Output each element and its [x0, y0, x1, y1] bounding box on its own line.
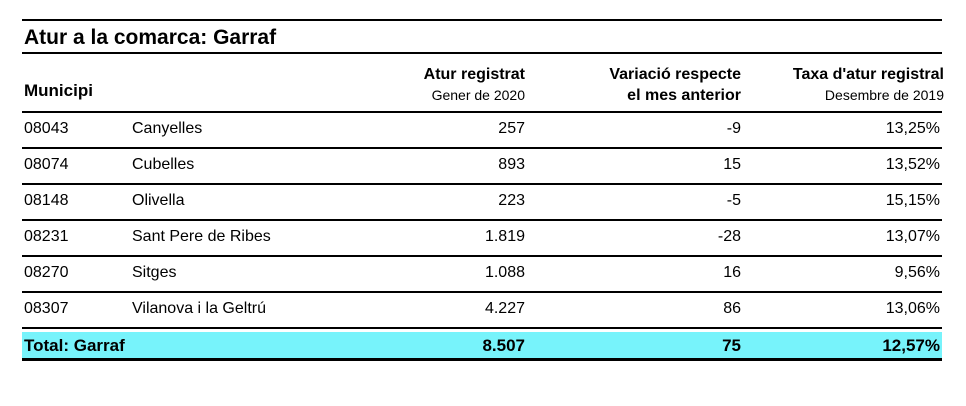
cell-atur: 893 — [498, 156, 525, 173]
table-row: 08148 Olivella 223 -5 15,15% — [22, 185, 942, 221]
cell-taxa: 13,06% — [885, 300, 940, 317]
table-row: 08270 Sitges 1.088 16 9,56% — [22, 257, 942, 293]
total-atur: 8.507 — [482, 336, 525, 355]
cell-name: Sitges — [132, 264, 177, 281]
cell-code: 08307 — [24, 300, 69, 317]
cell-code: 08270 — [24, 264, 69, 281]
cell-variacio: 16 — [723, 264, 741, 281]
cell-taxa: 13,25% — [885, 120, 940, 137]
header-municipi: Municipi — [24, 81, 93, 100]
header-variacio: Variació respecte el mes anterior — [609, 64, 741, 106]
header-rule — [22, 111, 942, 113]
table-header: Municipi Atur registrat Gener de 2020 Va… — [22, 54, 944, 111]
cell-taxa: 15,15% — [885, 192, 940, 209]
cell-atur: 223 — [498, 192, 525, 209]
header-atur: Atur registrat Gener de 2020 — [424, 64, 525, 106]
cell-code: 08148 — [24, 192, 69, 209]
cell-name: Canyelles — [132, 120, 203, 137]
cell-name: Vilanova i la Geltrú — [132, 300, 266, 317]
cell-name: Olivella — [132, 192, 185, 209]
header-atur-sub: Gener de 2020 — [431, 87, 525, 103]
cell-name: Cubelles — [132, 156, 195, 173]
table-row: 08074 Cubelles 893 15 13,52% — [22, 149, 942, 185]
total-row: Total: Garraf 8.507 75 12,57% — [22, 332, 942, 361]
total-label: Total: Garraf — [24, 336, 125, 355]
header-variacio-l1: Variació respecte — [609, 66, 741, 83]
cell-atur: 4.227 — [484, 300, 525, 317]
unemployment-table: Atur a la comarca: Garraf Municipi Atur … — [22, 19, 944, 361]
cell-variacio: -5 — [726, 192, 741, 209]
header-atur-label: Atur registrat — [423, 66, 525, 83]
header-taxa-sub: Desembre de 2019 — [824, 87, 944, 103]
table-row: 08043 Canyelles 257 -9 13,25% — [22, 113, 942, 149]
cell-atur: 1.088 — [484, 264, 525, 281]
cell-code: 08074 — [24, 156, 69, 173]
cell-taxa: 9,56% — [894, 264, 940, 281]
cell-atur: 1.819 — [484, 228, 525, 245]
cell-taxa: 13,52% — [885, 156, 940, 173]
cell-atur: 257 — [498, 120, 525, 137]
cell-code: 08231 — [24, 228, 69, 245]
top-rule — [22, 19, 942, 21]
table-title: Atur a la comarca: Garraf — [24, 26, 277, 49]
cell-variacio: -28 — [717, 228, 741, 245]
cell-variacio: 86 — [723, 300, 741, 317]
total-taxa: 12,57% — [882, 336, 940, 355]
table-row: 08307 Vilanova i la Geltrú 4.227 86 13,0… — [22, 293, 942, 329]
header-taxa: Taxa d'atur registral Desembre de 2019 — [793, 64, 944, 106]
table-row: 08231 Sant Pere de Ribes 1.819 -28 13,07… — [22, 221, 942, 257]
header-variacio-l2: el mes anterior — [627, 87, 741, 104]
cell-taxa: 13,07% — [885, 228, 940, 245]
header-taxa-label: Taxa d'atur registral — [792, 66, 944, 83]
cell-code: 08043 — [24, 120, 69, 137]
cell-name: Sant Pere de Ribes — [132, 228, 271, 245]
cell-variacio: -9 — [726, 120, 741, 137]
title-rule — [22, 52, 942, 54]
cell-variacio: 15 — [723, 156, 741, 173]
total-variacio: 75 — [722, 336, 741, 355]
